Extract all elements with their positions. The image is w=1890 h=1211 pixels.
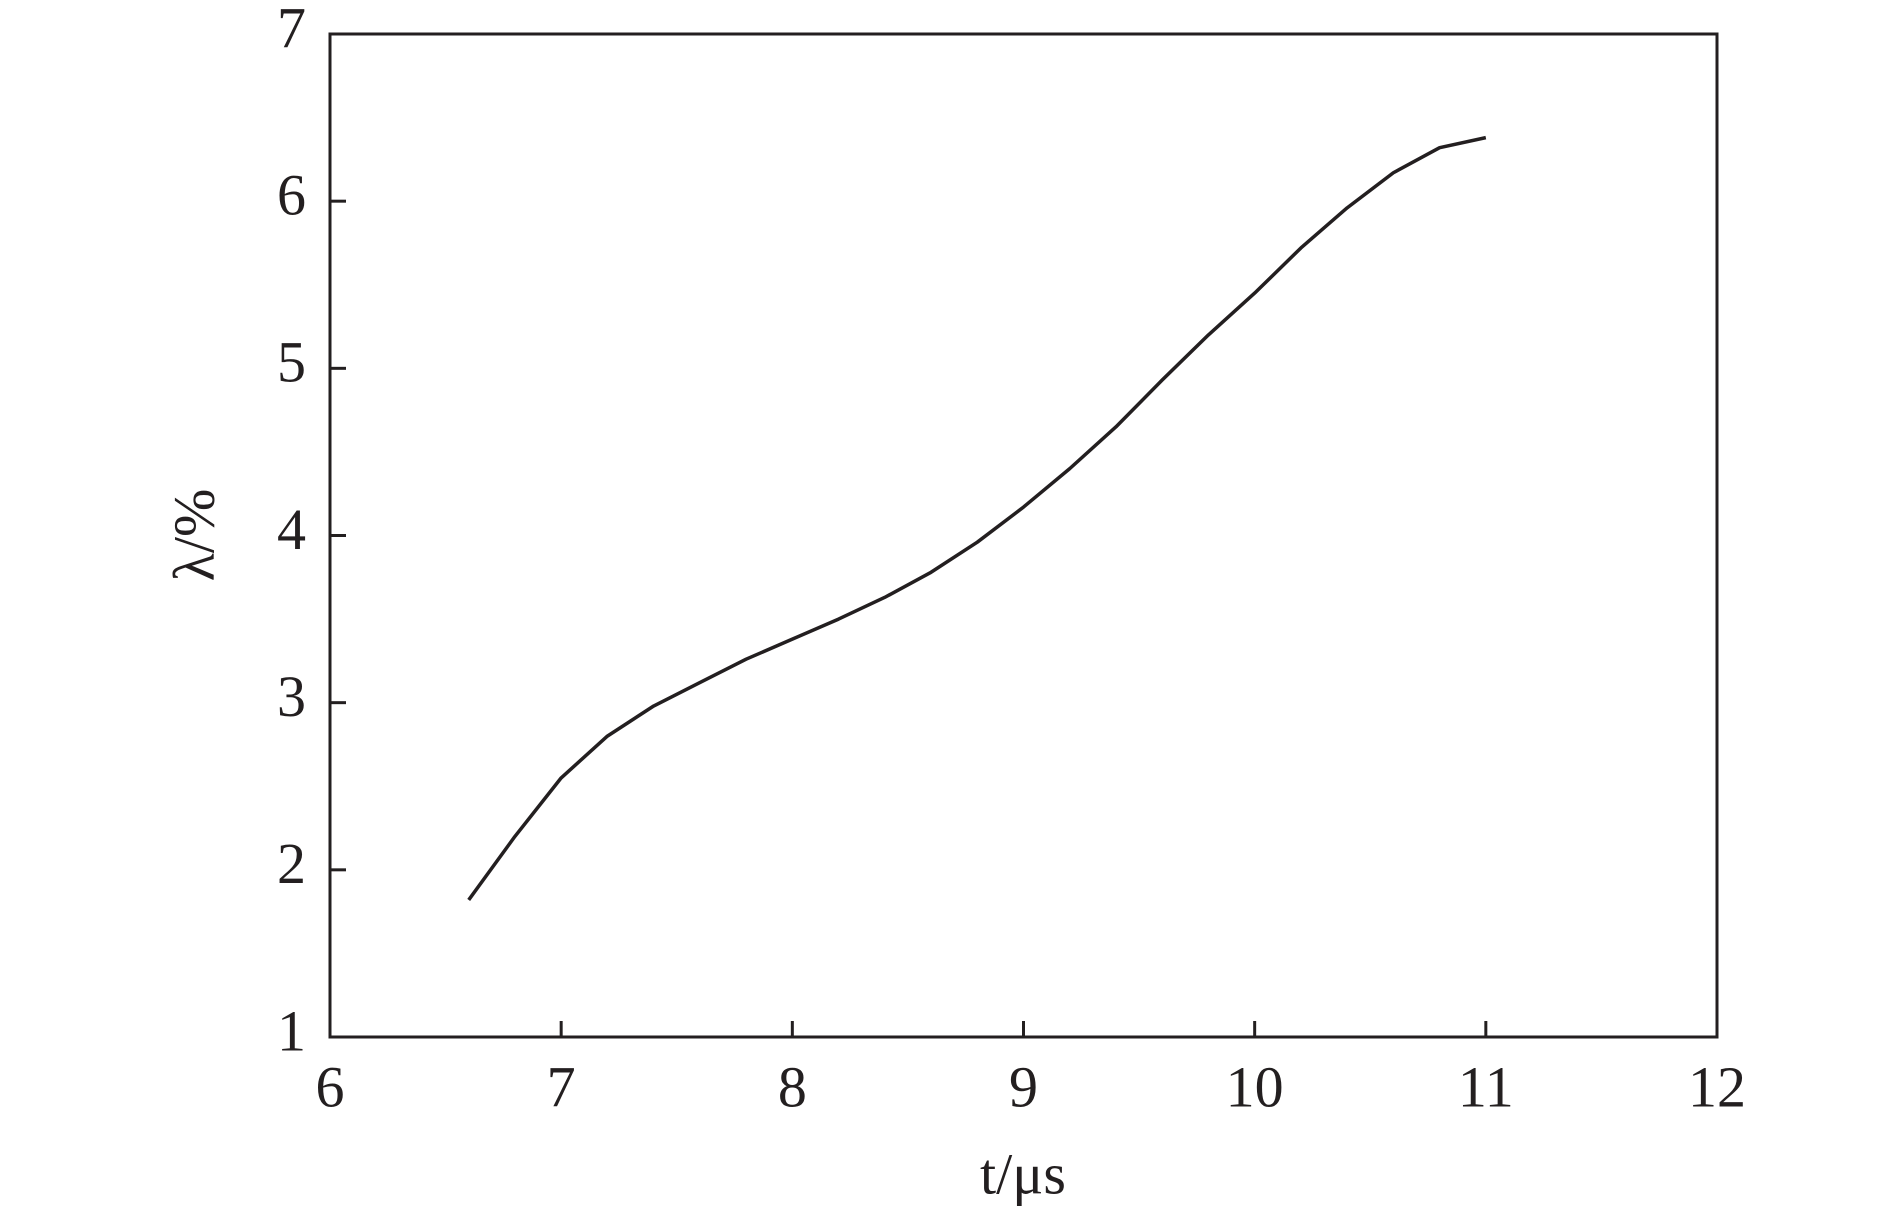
x-axis-label: t/μs <box>980 1141 1066 1206</box>
y-axis-label: λ/% <box>161 489 226 582</box>
y-tick-label: 6 <box>277 162 306 227</box>
x-tick-label: 11 <box>1458 1054 1514 1119</box>
y-tick-label: 1 <box>277 998 306 1063</box>
y-tick-label: 3 <box>277 664 306 729</box>
y-tick-label: 2 <box>277 831 306 896</box>
y-tick-label: 7 <box>277 0 306 60</box>
x-tick-label: 6 <box>316 1054 345 1119</box>
x-tick-label: 12 <box>1688 1054 1746 1119</box>
data-line <box>467 135 1487 901</box>
x-tick-label: 9 <box>1009 1054 1038 1119</box>
y-tick-label: 5 <box>277 330 306 395</box>
x-tick-label: 7 <box>547 1054 576 1119</box>
plot-frame <box>328 32 1719 1039</box>
x-tick-label: 8 <box>778 1054 807 1119</box>
y-tick-label: 4 <box>277 497 306 562</box>
x-tick-label: 10 <box>1226 1054 1284 1119</box>
